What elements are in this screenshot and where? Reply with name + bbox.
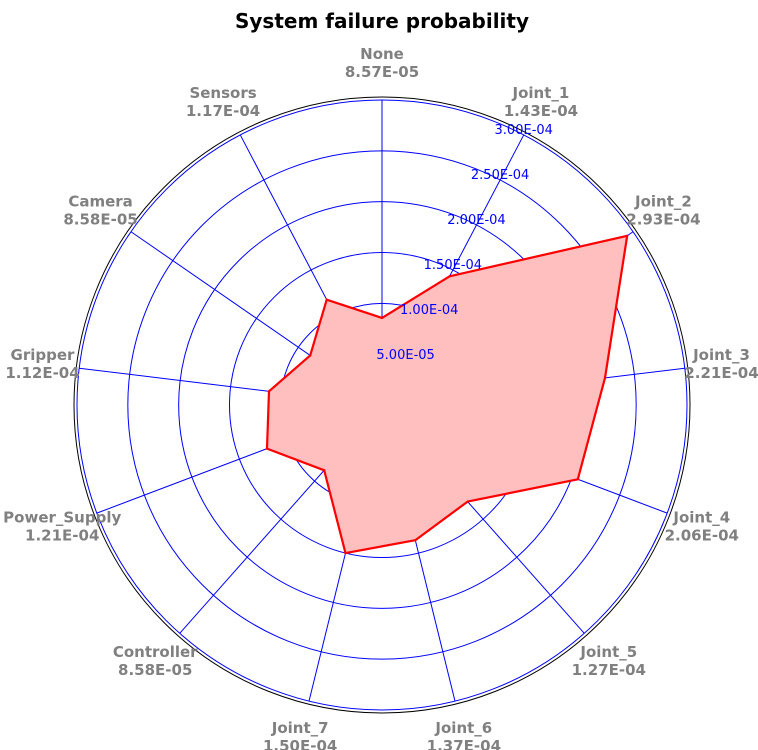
category-value-joint-2: 2.93E-04: [626, 211, 700, 229]
radial-tick-label: 3.00E-04: [495, 123, 553, 138]
category-label-none: None: [360, 45, 404, 63]
category-label-controller: Controller: [113, 643, 198, 661]
category-value-none: 8.57E-05: [345, 63, 419, 81]
category-value-controller: 8.58E-05: [118, 661, 192, 679]
radial-tick-labels: 5.00E-05 1.00E-04 1.50E-04 2.00E-04 2.50E-04…: [376, 123, 553, 363]
data-point-joint-5: [466, 500, 469, 503]
data-area-layer: [265, 234, 629, 555]
data-point-power-supply: [265, 447, 269, 450]
data-point-sensors: [325, 298, 328, 301]
data-point-joint-1: [448, 275, 451, 278]
data-series-area: [265, 234, 629, 555]
category-label-camera: Camera: [68, 193, 132, 211]
category-label-joint-1: Joint_1: [512, 84, 570, 102]
data-point-joint-7: [344, 551, 347, 555]
radial-tick-label: 2.00E-04: [447, 213, 505, 228]
data-point-gripper: [267, 390, 271, 393]
category-value-power-supply: 1.21E-04: [25, 526, 99, 544]
chart-title: System failure probability: [235, 9, 529, 33]
data-point-none: [380, 316, 384, 320]
category-value-joint-4: 2.06E-04: [665, 526, 739, 544]
data-point-joint-2: [625, 234, 629, 237]
category-value-joint-7: 1.50E-04: [263, 737, 337, 750]
outer-frame: [73, 96, 691, 714]
radial-tick-label: 1.00E-04: [400, 303, 458, 318]
category-label-power-supply: Power_Supply: [3, 508, 121, 526]
category-value-gripper: 1.12E-04: [5, 364, 79, 382]
radial-tick-label: 1.50E-04: [424, 258, 482, 273]
category-value-sensors: 1.17E-04: [186, 102, 260, 120]
category-value-camera: 8.58E-05: [63, 211, 137, 229]
data-point-joint-3: [603, 376, 607, 380]
category-label-gripper: Gripper: [11, 346, 75, 364]
radial-tick-label: 5.00E-05: [376, 348, 434, 363]
data-point-controller: [322, 469, 326, 472]
category-label-joint-2: Joint_2: [634, 193, 692, 211]
category-value-joint-6: 1.37E-04: [427, 737, 501, 750]
category-value-joint-5: 1.27E-04: [572, 661, 646, 679]
radial-tick-label: 2.50E-04: [471, 168, 529, 183]
data-point-joint-4: [576, 478, 580, 481]
category-label-joint-7: Joint_7: [271, 719, 329, 737]
data-point-camera: [309, 354, 312, 357]
category-label-joint-5: Joint_5: [579, 643, 637, 661]
category-value-joint-3: 2.21E-04: [684, 364, 758, 382]
category-label-joint-4: Joint_4: [672, 508, 730, 526]
category-label-sensors: Sensors: [189, 84, 256, 102]
category-value-joint-1: 1.43E-04: [504, 102, 578, 120]
category-label-joint-6: Joint_6: [434, 719, 492, 737]
category-label-joint-3: Joint_3: [692, 346, 750, 364]
data-point-joint-6: [414, 539, 417, 542]
